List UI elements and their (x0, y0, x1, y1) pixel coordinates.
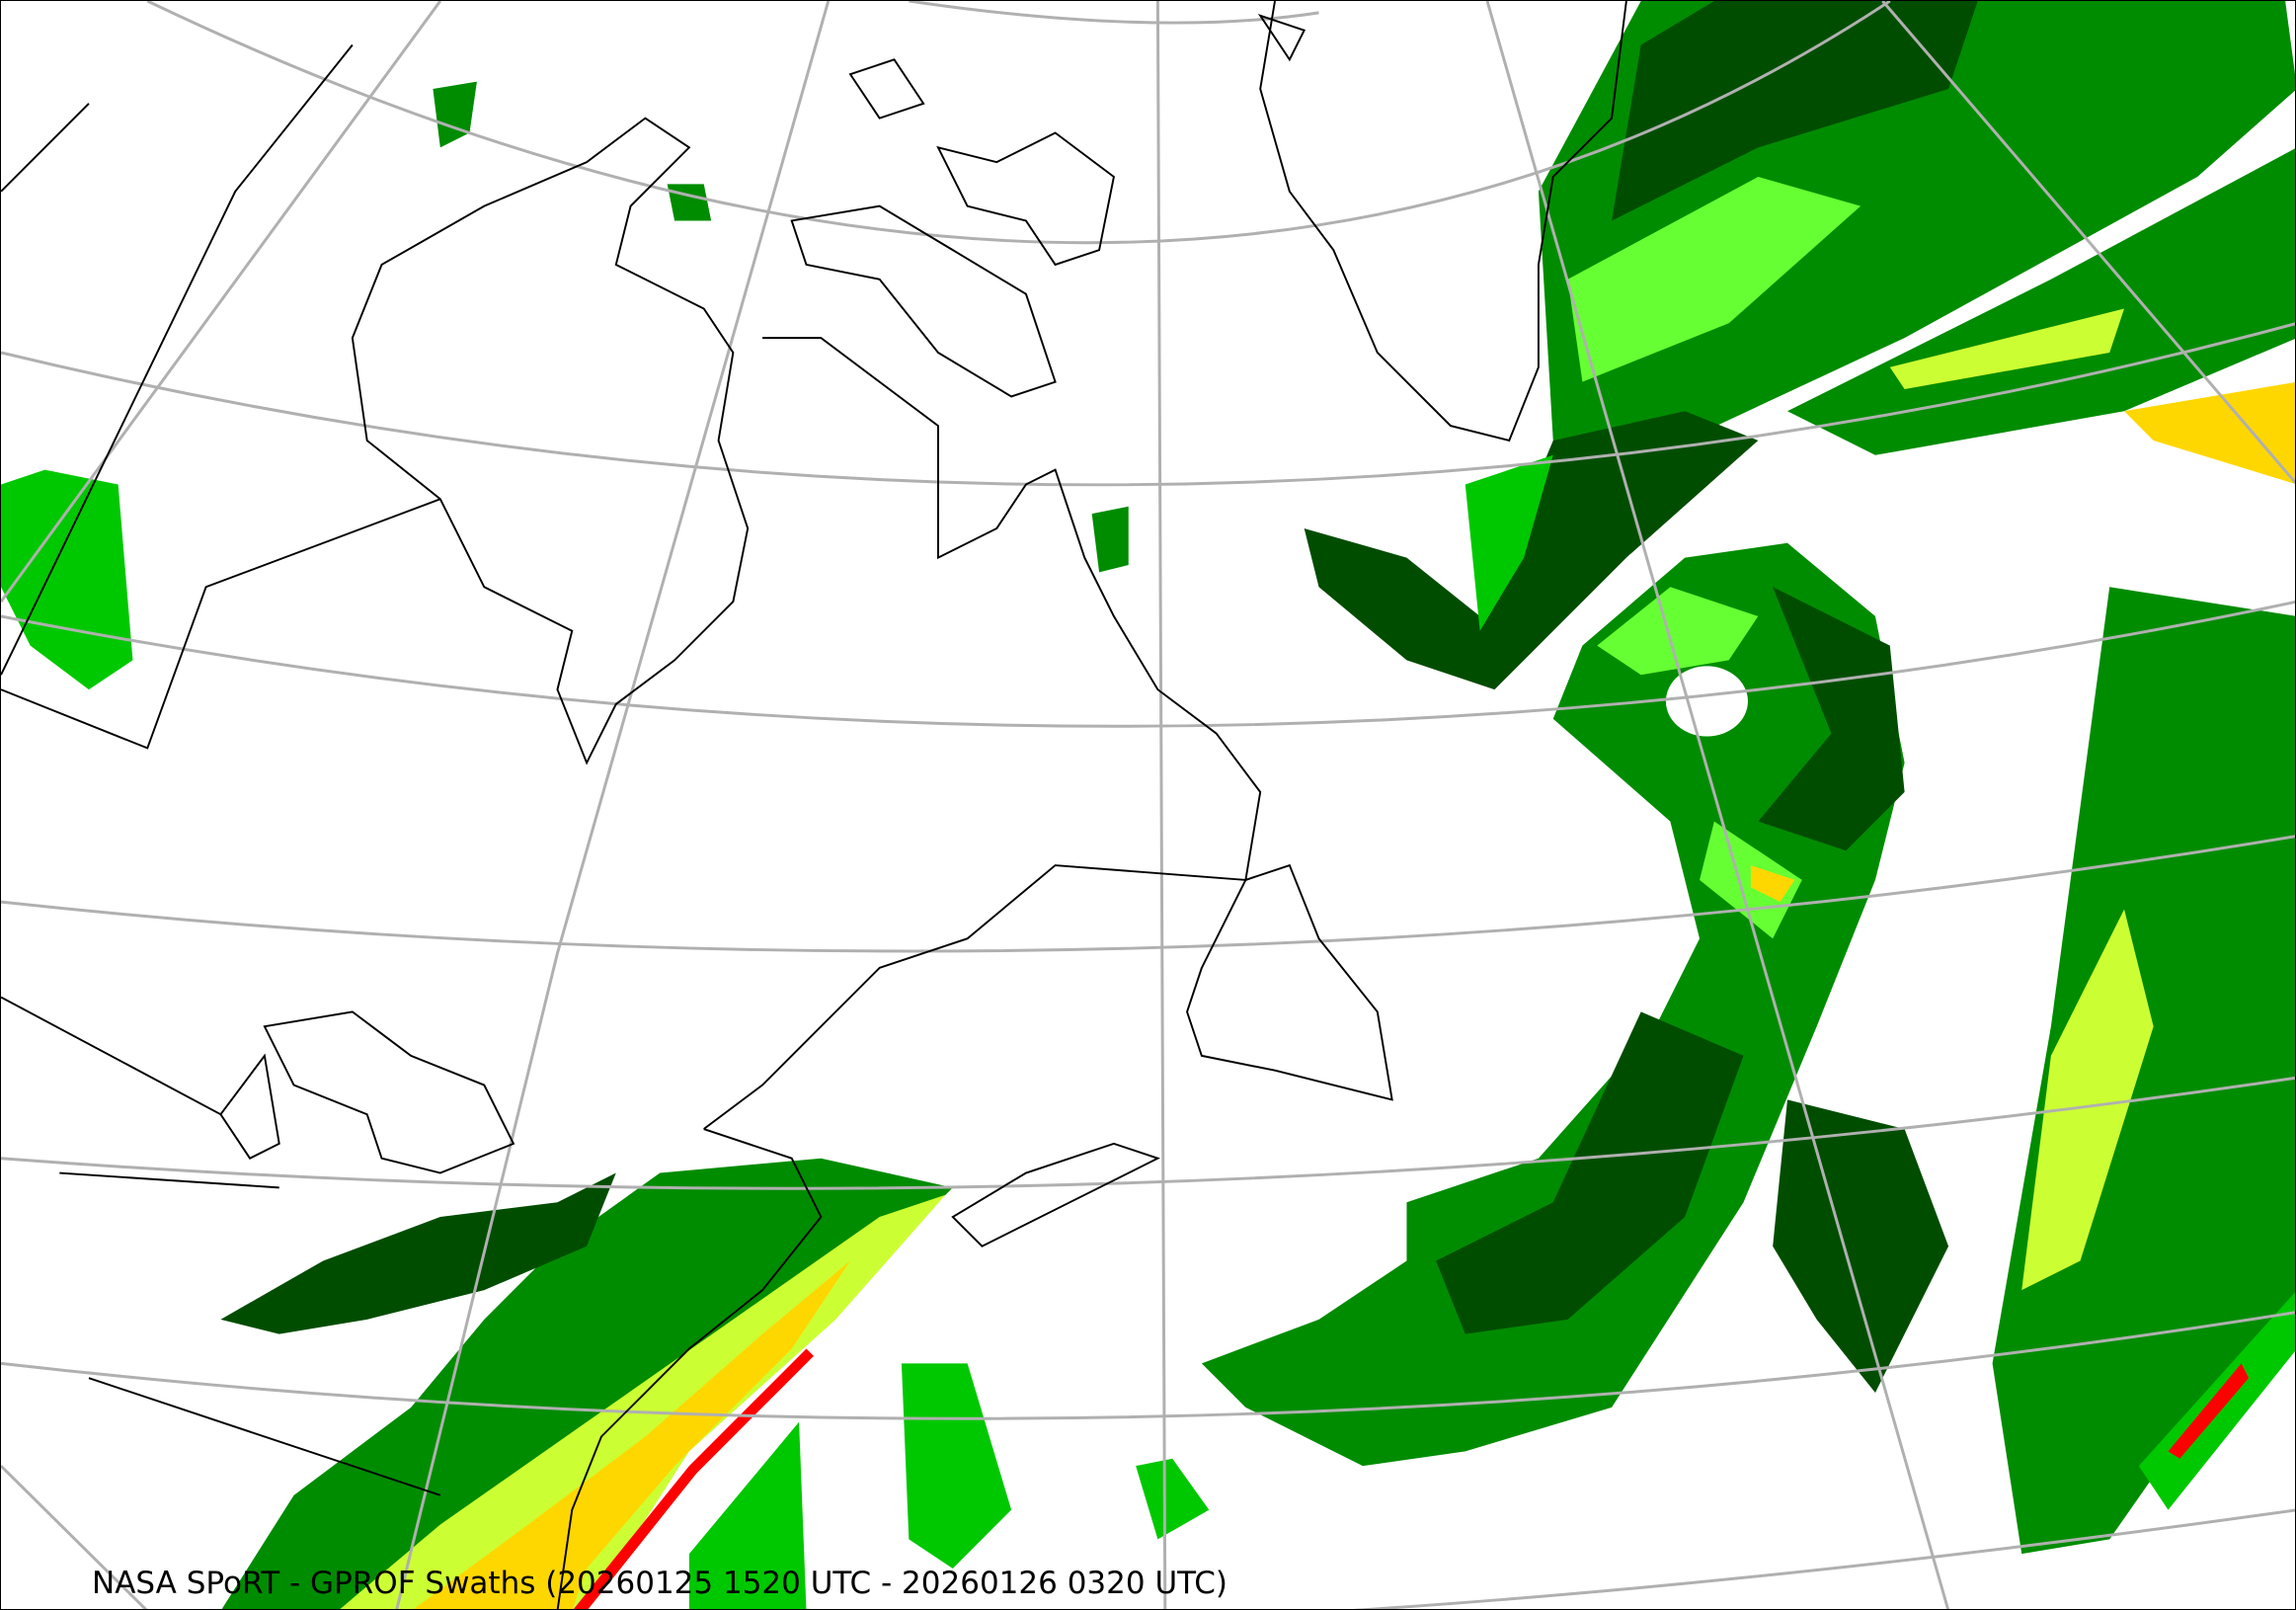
swath-east-yellow2 (2124, 381, 2295, 484)
newfoundland-coast (1186, 863, 1393, 1101)
latitude-line (1, 835, 2295, 953)
map-caption: NASA SPoRT - GPROF Swaths (20260125 1520… (92, 1566, 1227, 1601)
swath-cyclone-bright (1597, 587, 1802, 939)
latitude-line (1, 1311, 2295, 1420)
greenland-coast (1259, 1, 1627, 443)
coastlines (1, 1, 1627, 1609)
latitude-line (1, 1076, 2295, 1190)
swath-us-east (221, 1158, 953, 1609)
swath-labrador (1304, 411, 1759, 690)
provincial-border (1, 43, 441, 1496)
longitude-line (1, 1465, 148, 1609)
cyclone-eye (1665, 666, 1748, 737)
swath-cyclone (1201, 542, 1905, 1467)
longitude-line (1485, 1, 1950, 1609)
swath-labrador-green (1465, 454, 1553, 631)
swath-cyclone-dark (1436, 587, 1905, 1334)
longitude-line (395, 1, 831, 1609)
great-lakes (219, 1010, 515, 1174)
swath-north-atlantic-core (1612, 1, 1978, 221)
latitude-line (909, 1, 1319, 25)
longitude-line (1881, 1, 2295, 485)
arctic-islands (790, 14, 1306, 398)
latitude-line (1351, 1508, 2295, 1609)
longitude-line (1155, 1, 1167, 1609)
swath-scatter (1773, 1099, 1949, 1394)
latitude-line (146, 1, 1891, 245)
latitude-line (1, 601, 2295, 728)
longitude-line (1, 1, 442, 603)
swath-cyclone-yellow (1750, 865, 1795, 903)
swath-far-east-red (2168, 1363, 2250, 1459)
swath-west-edge (1, 469, 133, 690)
us-east-coast (556, 1128, 823, 1609)
quebec-labrador-coast (703, 337, 1262, 1130)
swath-us-east-yellow (340, 1194, 946, 1609)
swath-us-inland (220, 1172, 616, 1334)
hudson-bay-coast (351, 117, 750, 765)
latitude-line (1, 322, 2295, 487)
swath-mid-atlantic (688, 1363, 1210, 1609)
baffin-coast (936, 131, 1115, 267)
swath-far-east (1992, 587, 2295, 1555)
swath-far-east-yellow (2021, 909, 2154, 1291)
swath-east-yellow (1889, 308, 2125, 390)
swath-us-east-red (573, 1348, 814, 1609)
swath-band (1567, 176, 1861, 382)
nova-scotia-coast (951, 1142, 1160, 1248)
